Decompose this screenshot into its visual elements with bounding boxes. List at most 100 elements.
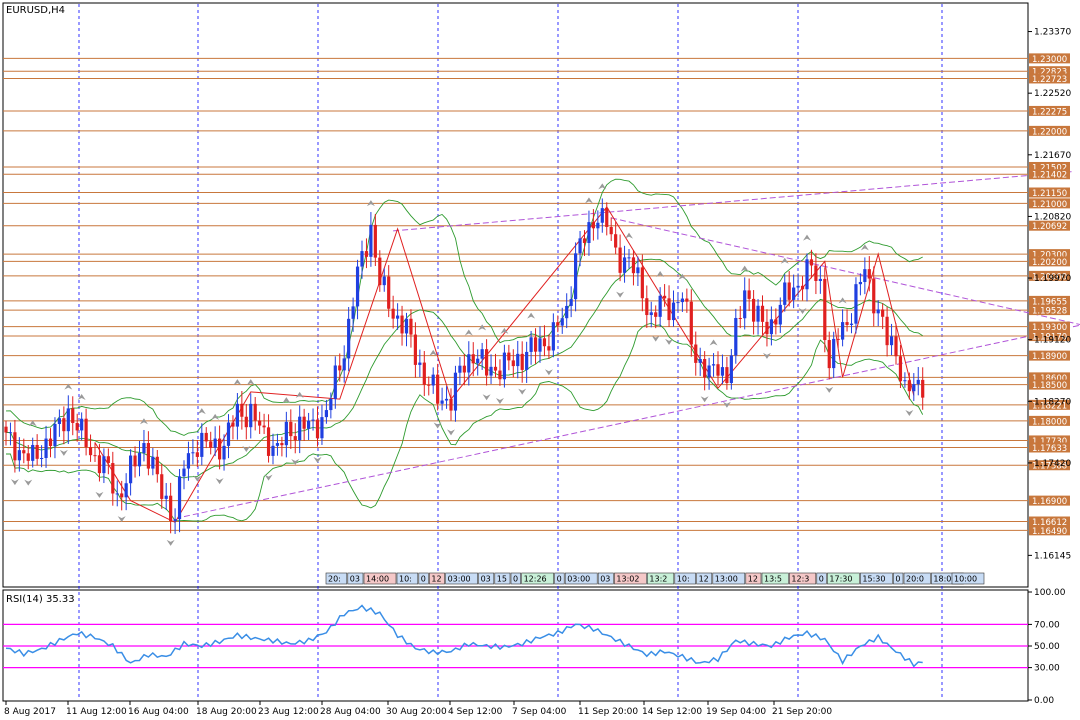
candle [480,342,484,370]
candle [707,357,711,390]
level-price-label: 1.18900 [1029,350,1070,362]
candle [680,292,684,312]
candle [17,437,21,472]
candle [347,306,351,372]
svg-text:1.21670: 1.21670 [1034,151,1071,161]
svg-text:28 Aug 04:00: 28 Aug 04:00 [320,707,381,717]
trendline[interactable] [611,217,1080,330]
svg-text:4 Sep 12:00: 4 Sep 12:00 [448,707,503,717]
fractal-down-marker [762,352,771,359]
candle [431,367,435,394]
candle [266,414,271,463]
rsi-tick: 70.00 [1028,620,1060,630]
candle [685,288,689,313]
time-label: 16 Aug 04:00 [128,701,189,717]
time-label: 11 Aug 12:00 [66,701,127,717]
svg-text:1.19300: 1.19300 [1032,323,1067,333]
candle [489,354,493,384]
candle [587,210,591,256]
svg-text:1.23000: 1.23000 [1032,55,1067,65]
candle [391,295,395,329]
candle [204,427,208,449]
candle [796,273,800,298]
candle [280,436,284,457]
candle [631,250,636,286]
candle [467,341,471,386]
candle [351,297,355,332]
candle [449,388,453,421]
candle [725,356,729,390]
candle [507,344,511,371]
svg-text:8 Aug 2017: 8 Aug 2017 [4,707,56,717]
candle [792,274,796,309]
price-tick: 1.18270 [1028,397,1071,407]
level-price-label: 1.21150 [1029,187,1070,199]
candle [498,359,502,386]
candle [213,426,217,457]
candle [614,221,618,255]
candle [689,289,693,357]
price-tick: 1.21670 [1028,151,1071,161]
candle [444,386,449,409]
candle [191,439,195,465]
candle [885,306,889,357]
candle [556,315,560,333]
price-tick: 1.23370 [1028,28,1071,38]
svg-text:10:: 10: [677,575,690,584]
level-price-label: 1.19170 [1029,331,1070,343]
trendline[interactable] [393,170,1075,232]
level-price-label: 1.17730 [1029,435,1070,447]
candle [355,259,360,320]
svg-text:1.19970: 1.19970 [1034,274,1071,284]
session-box: 10: [674,572,696,585]
fractal-up-marker [838,297,847,304]
level-price-label: 1.16490 [1029,525,1070,537]
fractal-down-marker [616,291,625,298]
candle [369,212,373,267]
svg-text:19 Sep 04:00: 19 Sep 04:00 [706,707,766,717]
candle [378,250,382,292]
candle [244,404,248,440]
fractal-up-marker [77,393,86,400]
candle [151,448,155,476]
candle [809,249,814,279]
svg-text:13:5: 13:5 [764,575,782,584]
candle [863,257,867,295]
svg-text:30.00: 30.00 [1034,664,1060,674]
trendline[interactable] [183,321,1080,518]
candle [218,425,222,470]
candle [841,309,845,347]
session-box: 15 [494,572,511,585]
candle [627,248,631,269]
svg-text:13:00: 13:00 [715,575,738,584]
svg-text:1.23370: 1.23370 [1034,28,1071,38]
candle [903,372,907,388]
candle [671,290,676,327]
candle [75,413,79,442]
svg-text:1.20000: 1.20000 [1032,272,1067,282]
fractal-down-marker [447,429,455,436]
price-tick: 1.22520 [1028,89,1071,99]
candle [894,323,898,365]
time-label: 14 Sep 12:00 [642,701,702,717]
fractal-down-marker [905,409,914,416]
bollinger-upper [5,178,923,436]
svg-text:1.22823: 1.22823 [1032,68,1067,78]
fractal-up-marker [282,397,291,404]
time-label: 21 Sep 20:00 [772,701,832,717]
candle [591,209,595,241]
candle [538,326,542,363]
candle [476,349,480,376]
level-price-label: 1.23000 [1029,53,1070,65]
level-price-label: 1.20692 [1029,220,1070,232]
candle [298,405,302,454]
session-box: 03 [347,572,364,585]
candle [271,433,275,465]
svg-text:1.16900: 1.16900 [1032,497,1067,507]
svg-text:1.17420: 1.17420 [1034,459,1071,469]
candle [422,351,426,397]
svg-text:1.17388: 1.17388 [1032,462,1067,472]
candle [338,353,342,382]
